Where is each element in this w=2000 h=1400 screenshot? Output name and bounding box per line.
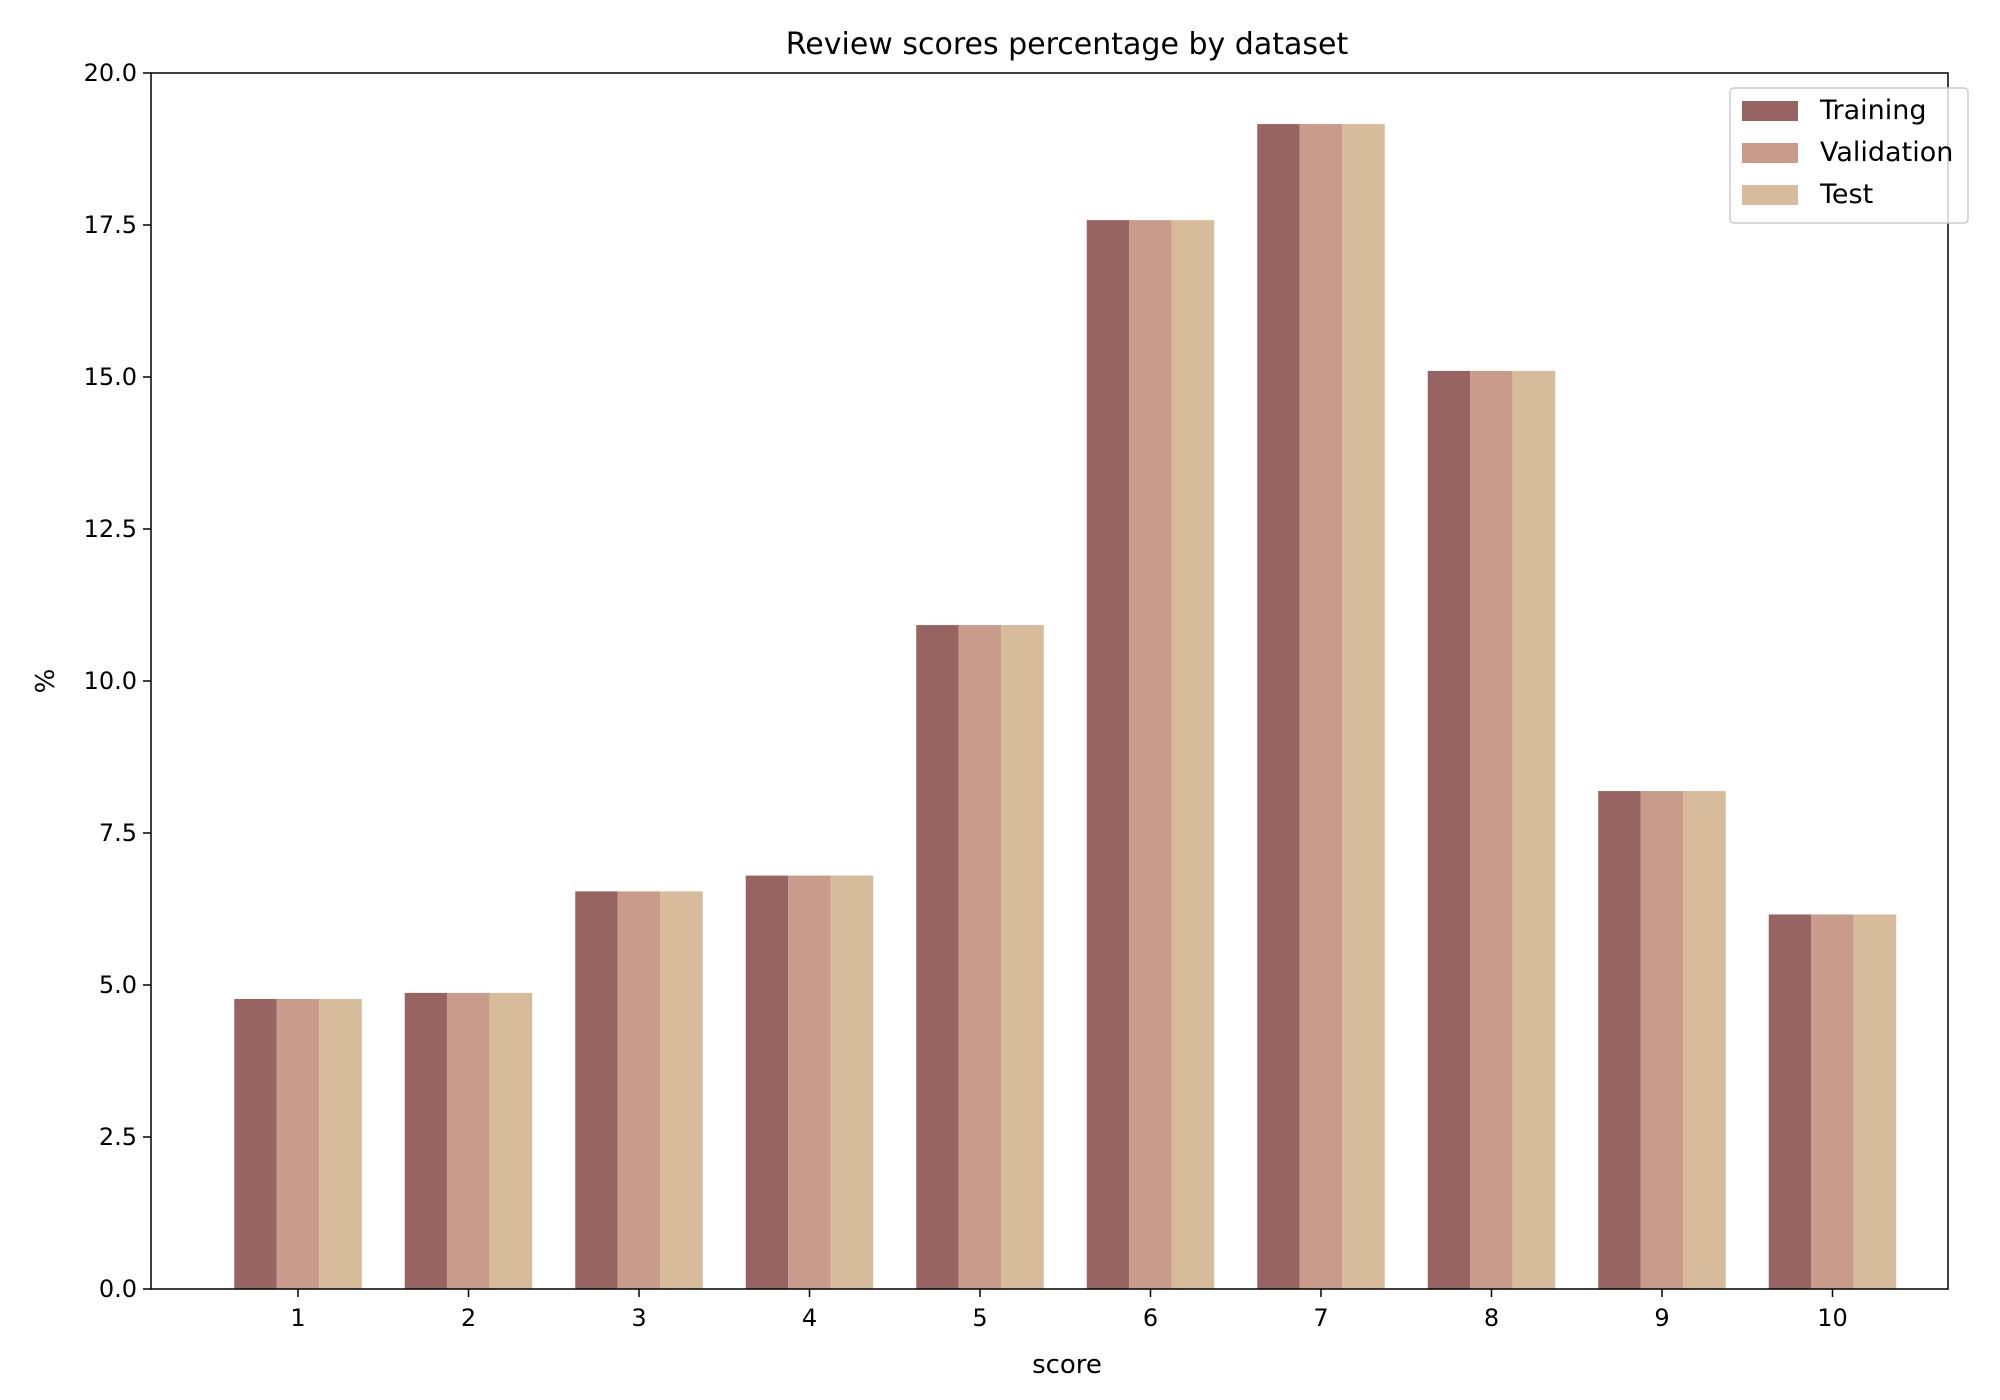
- y-tick-label-0.0: 0.0: [99, 1275, 137, 1303]
- y-tick-label-12.5: 12.5: [84, 515, 137, 543]
- y-ticks: 0.0 2.5 5.0 7.5 10.0 12.5 15.0 17.5 20.0: [84, 59, 151, 1303]
- bar-test-4: [830, 875, 874, 1289]
- bar-validation-1: [276, 998, 320, 1289]
- y-tick-label-10.0: 10.0: [84, 667, 137, 695]
- legend-label-test: Test: [1819, 179, 1873, 210]
- y-tick-label-17.5: 17.5: [84, 211, 137, 239]
- bar-training-1: [234, 998, 277, 1289]
- x-tick-label-9: 9: [1654, 1304, 1669, 1332]
- y-tick-label-20.0: 20.0: [84, 59, 137, 87]
- x-tick-label-7: 7: [1313, 1304, 1328, 1332]
- x-tick-label-8: 8: [1484, 1304, 1499, 1332]
- legend-swatch-validation: [1742, 143, 1798, 163]
- x-tick-label-1: 1: [290, 1304, 305, 1332]
- bar-training-9: [1598, 791, 1641, 1289]
- bar-validation-7: [1299, 124, 1343, 1289]
- bar-validation-9: [1640, 791, 1684, 1289]
- bar-test-6: [1171, 220, 1215, 1290]
- bar-validation-6: [1129, 220, 1172, 1290]
- bar-test-2: [489, 992, 533, 1289]
- legend: Training Validation Test: [1729, 87, 1969, 224]
- bar-validation-10: [1811, 914, 1854, 1289]
- legend-swatch-training: [1742, 101, 1798, 121]
- bar-test-8: [1512, 370, 1556, 1289]
- bar-training-6: [1086, 220, 1130, 1290]
- bar-validation-3: [617, 891, 661, 1289]
- bars: [234, 124, 1897, 1290]
- bar-test-1: [319, 998, 362, 1289]
- x-tick-label-2: 2: [461, 1304, 476, 1332]
- chart-title: Review scores percentage by dataset: [786, 27, 1349, 62]
- bar-test-10: [1853, 914, 1897, 1289]
- y-tick-label-2.5: 2.5: [99, 1123, 137, 1151]
- bar-training-8: [1427, 370, 1471, 1289]
- bar-training-3: [575, 891, 618, 1289]
- plot-frame: [150, 72, 1949, 1290]
- x-ticks: 1 2 3 4 5 6 7 8 9 10: [290, 1289, 1848, 1332]
- legend-swatch-test: [1742, 185, 1798, 205]
- legend-label-training: Training: [1819, 95, 1927, 126]
- bar-validation-5: [958, 625, 1002, 1289]
- x-tick-label-4: 4: [802, 1304, 817, 1332]
- x-axis-label: score: [1032, 1350, 1102, 1380]
- x-tick-label-3: 3: [631, 1304, 646, 1332]
- bar-training-5: [916, 625, 959, 1289]
- x-tick-label-10: 10: [1817, 1304, 1848, 1332]
- bar-test-7: [1342, 124, 1385, 1289]
- legend-label-validation: Validation: [1820, 137, 1953, 168]
- bar-test-3: [660, 891, 703, 1289]
- bar-validation-4: [788, 875, 831, 1289]
- x-tick-label-6: 6: [1143, 1304, 1158, 1332]
- bar-training-7: [1257, 124, 1300, 1289]
- bar-training-10: [1768, 914, 1812, 1289]
- bar-test-9: [1683, 791, 1726, 1289]
- bar-training-2: [404, 992, 448, 1289]
- bar-validation-8: [1470, 370, 1513, 1289]
- y-tick-label-15.0: 15.0: [84, 363, 137, 391]
- y-axis-label: %: [31, 669, 61, 694]
- bar-test-5: [1001, 625, 1044, 1289]
- x-tick-label-5: 5: [972, 1304, 987, 1332]
- legend-items: Training Validation Test: [1742, 95, 1953, 210]
- bar-training-4: [745, 875, 789, 1289]
- y-tick-label-5.0: 5.0: [99, 971, 137, 999]
- y-tick-label-7.5: 7.5: [99, 819, 137, 847]
- bar-validation-2: [447, 992, 490, 1289]
